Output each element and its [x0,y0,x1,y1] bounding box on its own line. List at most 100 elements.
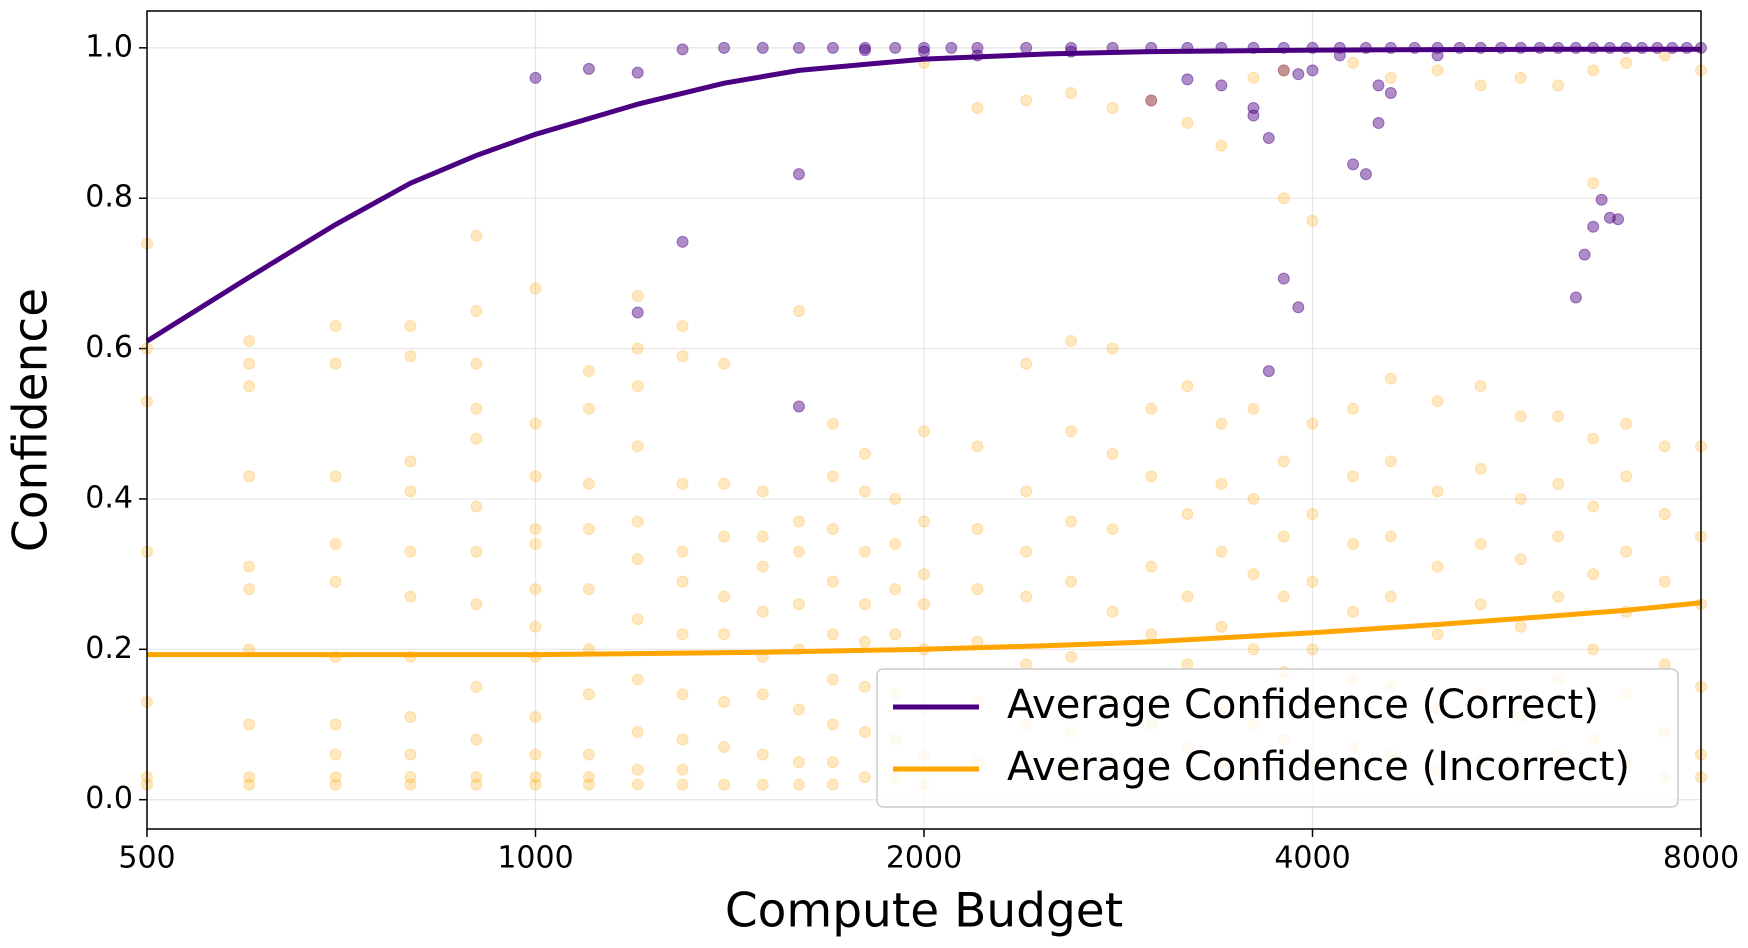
axes-frame [146,10,1702,830]
scatter-point [1247,643,1260,656]
scatter-point [329,778,342,791]
scatter-point [1569,291,1582,304]
scatter-point [676,350,689,363]
scatter-point [404,485,417,498]
scatter-point [529,71,542,84]
scatter-point [329,748,342,761]
scatter-point [756,530,769,543]
scatter-point [1474,79,1487,92]
scatter-point [718,530,731,543]
scatter-point [889,492,902,505]
scatter-point [756,605,769,618]
scatter-point [1552,410,1565,423]
scatter-point [404,748,417,761]
x-axis-label: Compute Budget [725,884,1123,939]
scatter-point [1431,560,1444,573]
scatter-point [889,538,902,551]
scatter-point [676,235,689,248]
scatter-point [1065,335,1078,348]
scatter-point [470,598,483,611]
scatter-point [676,477,689,490]
scatter-point [945,41,958,54]
scatter-point [1431,395,1444,408]
scatter-point [858,635,871,648]
scatter-point [243,771,256,784]
scatter-point [1514,553,1527,566]
scatter-point [1215,620,1228,633]
x-tick-label: 2000 [886,841,962,876]
scatter-point [631,342,644,355]
scatter-point [1474,462,1487,475]
scatter-point [470,771,483,784]
scatter-point [470,304,483,317]
scatter-point [1384,530,1397,543]
scatter-point [1347,402,1360,415]
scatter-point [582,583,595,596]
scatter-point [1247,109,1260,122]
scatter-point [1247,101,1260,114]
scatter-point [1347,158,1360,171]
scatter-point [582,365,595,378]
scatter-point [329,575,342,588]
scatter-point [582,771,595,784]
scatter-point [1277,590,1290,603]
scatter-point [792,756,805,769]
y-tick-label: 0.4 [85,480,133,515]
scatter-point [1612,213,1625,226]
scatter-point [1384,455,1397,468]
scatter-point [631,515,644,528]
scatter-point [676,575,689,588]
scatter-point [404,771,417,784]
scatter-point [756,560,769,573]
scatter-point [470,545,483,558]
y-tick-label: 1.0 [85,29,133,64]
scatter-point [1306,214,1319,227]
scatter-point [1306,417,1319,430]
scatter-point [631,380,644,393]
scatter-point [826,41,839,54]
scatter-point [1106,447,1119,460]
scatter-point [1552,477,1565,490]
scatter-point [529,583,542,596]
scatter-point [582,402,595,415]
scatter-point [1359,168,1372,181]
scatter-point [470,680,483,693]
scatter-point [404,590,417,603]
scatter-point [404,545,417,558]
scatter-point [1306,64,1319,77]
scatter-point [1106,101,1119,114]
scatter-point [1431,64,1444,77]
scatter-point [1306,575,1319,588]
scatter-point [1020,94,1033,107]
scatter-point [243,380,256,393]
scatter-point [858,771,871,784]
scatter-point [1658,507,1671,520]
scatter-point [243,470,256,483]
scatter-point [1658,575,1671,588]
scatter-point [631,613,644,626]
scatter-point [1474,598,1487,611]
scatter-point [470,500,483,513]
scatter-point [826,756,839,769]
scatter-point [1347,538,1360,551]
scatter-point [1587,568,1600,581]
scatter-point [1431,485,1444,498]
scatter-point [1587,500,1600,513]
scatter-point [792,304,805,317]
scatter-point [582,748,595,761]
scatter-point [1215,79,1228,92]
scatter-point [756,688,769,701]
scatter-point [718,41,731,54]
scatter-point [718,741,731,754]
scatter-point [582,62,595,75]
scatter-point [756,41,769,54]
scatter-point [858,598,871,611]
scatter-point [1658,658,1671,671]
scatter-point [918,41,930,54]
scatter-point [1292,301,1305,314]
scatter-point [1247,71,1260,84]
scatter-point [1587,177,1600,190]
scatter-point [1514,410,1527,423]
scatter-point [631,763,644,776]
scatter-point [1020,658,1033,671]
